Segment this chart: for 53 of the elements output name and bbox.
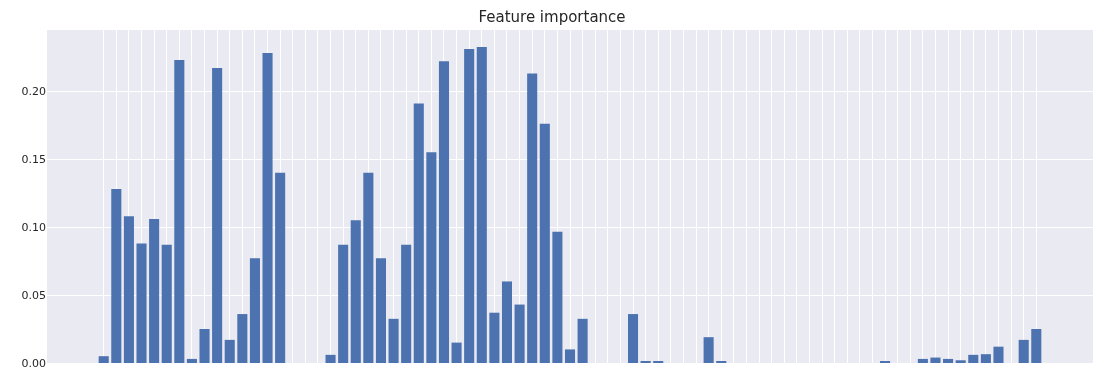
bar: [514, 304, 525, 363]
bar: [325, 354, 336, 363]
bar: [199, 329, 210, 363]
bar: [980, 354, 991, 363]
bar: [501, 281, 513, 363]
bar: [577, 318, 588, 363]
y-tick-label: 0.00: [21, 356, 46, 370]
y-tick-label: 0.15: [21, 152, 46, 166]
bar: [149, 218, 160, 363]
y-tick-label: 0.20: [21, 85, 46, 99]
bar: [136, 243, 147, 363]
bar: [539, 123, 550, 363]
bar: [123, 216, 134, 363]
bar: [249, 258, 260, 363]
bar: [552, 231, 563, 363]
bar: [186, 358, 197, 363]
bar: [413, 103, 424, 363]
bar: [174, 59, 185, 363]
bar: [968, 354, 979, 363]
bar: [1031, 329, 1042, 363]
bar: [703, 337, 714, 363]
bar: [161, 244, 172, 363]
y-tick-label: 0.05: [21, 288, 46, 302]
bar: [943, 358, 954, 363]
bar: [350, 220, 361, 363]
bar: [464, 49, 475, 363]
bar: [375, 258, 386, 363]
bar: [564, 349, 576, 363]
chart-title: Feature importance: [478, 8, 626, 27]
bar: [237, 314, 248, 363]
bar: [212, 68, 223, 363]
bar: [955, 360, 966, 363]
bar: [388, 318, 399, 363]
y-tick-label: 0.10: [21, 220, 46, 234]
bar: [489, 312, 500, 363]
bar: [401, 244, 412, 363]
bar: [426, 152, 437, 363]
bar: [917, 358, 928, 363]
bar: [338, 244, 349, 363]
bar: [224, 339, 235, 363]
bar: [993, 346, 1004, 363]
bar: [262, 53, 273, 363]
bar: [476, 46, 487, 363]
bar: [438, 61, 450, 363]
bar: [363, 172, 374, 363]
bar: [98, 356, 109, 363]
bar: [527, 73, 538, 363]
bar: [930, 357, 941, 363]
bar: [111, 189, 122, 363]
bar: [275, 172, 286, 363]
bar: [627, 314, 639, 363]
bar: [451, 342, 462, 363]
bar: [1018, 339, 1029, 363]
